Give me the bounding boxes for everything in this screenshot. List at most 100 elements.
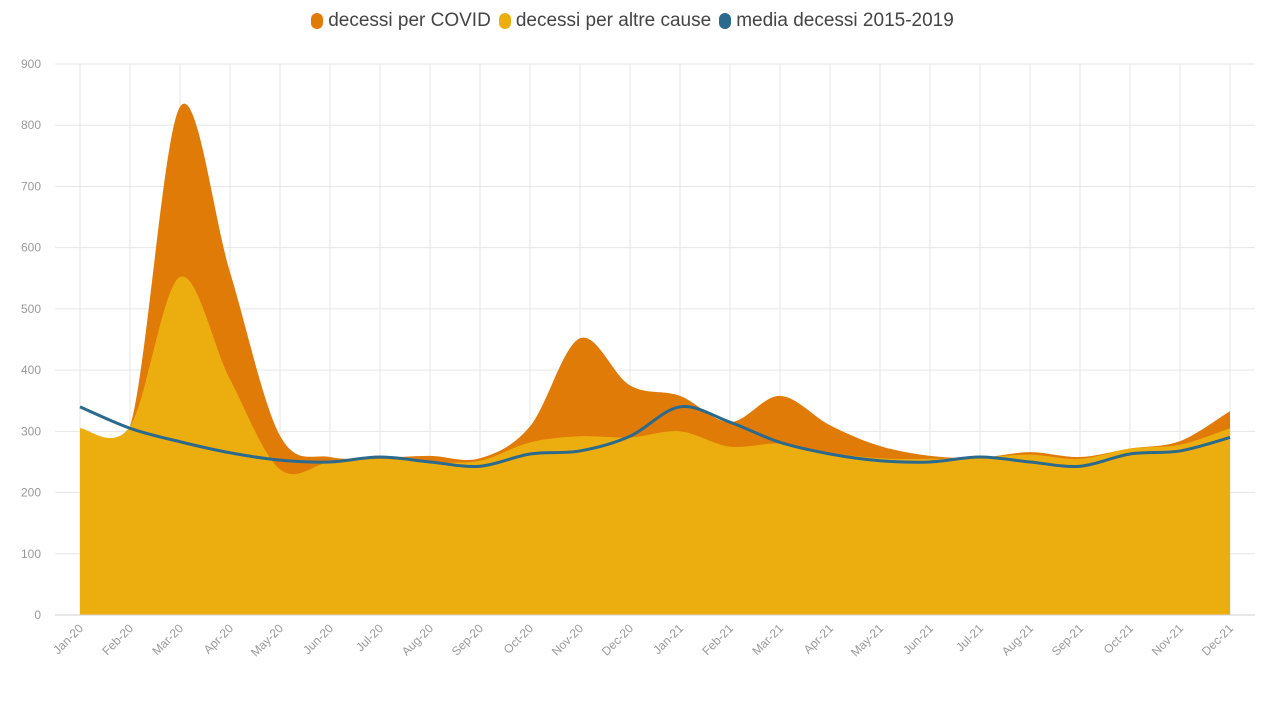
x-tick-label: May-20 [248, 621, 286, 659]
x-tick-label: Aug-20 [399, 621, 436, 658]
point-media[interactable] [727, 419, 733, 425]
x-tick-label: Dec-21 [1199, 621, 1236, 658]
x-tick-label: Jul-20 [353, 621, 386, 654]
x-tick-label: Jan-20 [50, 621, 86, 657]
y-tick-label: 900 [21, 57, 41, 71]
point-media[interactable] [77, 404, 83, 410]
point-covid[interactable] [827, 422, 833, 428]
point-media[interactable] [927, 459, 933, 465]
point-altre-cause[interactable] [577, 433, 583, 439]
point-media[interactable] [527, 451, 533, 457]
point-media[interactable] [277, 457, 283, 463]
x-tick-label: Feb-21 [699, 621, 736, 658]
point-media[interactable] [227, 450, 233, 456]
point-media[interactable] [677, 404, 683, 410]
point-media[interactable] [1127, 451, 1133, 457]
legend-swatch-media [719, 13, 732, 29]
point-media[interactable] [1027, 459, 1033, 465]
point-altre-cause[interactable] [677, 428, 683, 434]
point-covid[interactable] [1227, 408, 1233, 414]
y-tick-label: 600 [21, 241, 41, 255]
x-tick-label: Aug-21 [999, 621, 1036, 658]
point-altre-cause[interactable] [1027, 452, 1033, 458]
point-media[interactable] [327, 459, 333, 465]
legend-label-media: media decessi 2015-2019 [736, 10, 954, 31]
y-tick-label: 0 [34, 608, 41, 622]
area-layer [77, 103, 1233, 616]
point-covid[interactable] [777, 393, 783, 399]
point-media[interactable] [427, 459, 433, 465]
point-altre-cause[interactable] [527, 439, 533, 445]
x-tick-label: Dec-20 [599, 621, 636, 658]
point-covid[interactable] [277, 433, 283, 439]
point-covid[interactable] [627, 382, 633, 388]
legend: decessi per COVID decessi per altre caus… [0, 10, 1269, 32]
x-tick-label: Jun-21 [900, 621, 936, 657]
point-media[interactable] [1227, 434, 1233, 440]
y-tick-label: 800 [21, 118, 41, 132]
point-altre-cause[interactable] [477, 458, 483, 464]
point-altre-cause[interactable] [77, 425, 83, 431]
y-tick-label: 500 [21, 302, 41, 316]
line-layer [77, 404, 1233, 469]
point-media[interactable] [477, 463, 483, 469]
x-tick-label: May-21 [848, 621, 886, 659]
x-tick-label: Nov-21 [1149, 621, 1186, 658]
point-media[interactable] [977, 454, 983, 460]
point-altre-cause[interactable] [1227, 425, 1233, 431]
x-tick-label: Oct-20 [501, 621, 537, 657]
x-tick-label: Feb-20 [99, 621, 136, 658]
point-altre-cause[interactable] [177, 274, 183, 280]
point-media[interactable] [827, 451, 833, 457]
point-media[interactable] [1177, 448, 1183, 454]
y-tick-label: 200 [21, 486, 41, 500]
point-media[interactable] [177, 439, 183, 445]
y-tick-label: 400 [21, 363, 41, 377]
x-tick-label: Jun-20 [300, 621, 336, 657]
point-covid[interactable] [677, 393, 683, 399]
legend-item-altre-cause[interactable]: decessi per altre cause [498, 10, 712, 32]
x-tick-label: Sep-21 [1049, 621, 1086, 658]
point-altre-cause[interactable] [1127, 445, 1133, 451]
point-media[interactable] [777, 439, 783, 445]
point-covid[interactable] [427, 453, 433, 459]
x-tick-label: Jan-21 [650, 621, 686, 657]
point-covid[interactable] [577, 335, 583, 341]
point-covid[interactable] [227, 269, 233, 275]
x-tick-label: Jul-21 [953, 621, 986, 654]
line-media [79, 405, 1231, 468]
area-altre-cause [80, 276, 1230, 615]
legend-swatch-altre-cause [498, 13, 511, 29]
point-altre-cause[interactable] [227, 376, 233, 382]
point-media[interactable] [1077, 463, 1083, 469]
y-tick-label: 100 [21, 547, 41, 561]
point-covid[interactable] [177, 104, 183, 110]
point-media[interactable] [627, 433, 633, 439]
y-tick-label: 300 [21, 424, 41, 438]
x-tick-label: Nov-20 [549, 621, 586, 658]
y-tick-label: 700 [21, 179, 41, 193]
x-tick-label: Apr-21 [801, 621, 837, 657]
legend-item-covid[interactable]: decessi per COVID [311, 10, 491, 32]
point-media[interactable] [577, 448, 583, 454]
point-media[interactable] [877, 458, 883, 464]
point-covid[interactable] [527, 423, 533, 429]
point-altre-cause[interactable] [727, 444, 733, 450]
x-tick-label: Mar-20 [149, 621, 186, 658]
point-media[interactable] [377, 454, 383, 460]
x-tick-label: Oct-21 [1101, 621, 1137, 657]
x-tick-label: Mar-21 [749, 621, 786, 658]
legend-swatch-covid [311, 13, 324, 29]
x-tick-label: Sep-20 [449, 621, 486, 658]
legend-item-media[interactable]: media decessi 2015-2019 [719, 10, 954, 32]
point-altre-cause[interactable] [1077, 456, 1083, 462]
legend-label-altre-cause: decessi per altre cause [515, 10, 712, 31]
point-covid[interactable] [877, 443, 883, 449]
point-media[interactable] [127, 425, 133, 431]
x-tick-label: Apr-20 [201, 621, 237, 657]
point-altre-cause[interactable] [1177, 442, 1183, 448]
point-altre-cause[interactable] [277, 466, 283, 472]
legend-label-covid: decessi per COVID [328, 10, 491, 31]
